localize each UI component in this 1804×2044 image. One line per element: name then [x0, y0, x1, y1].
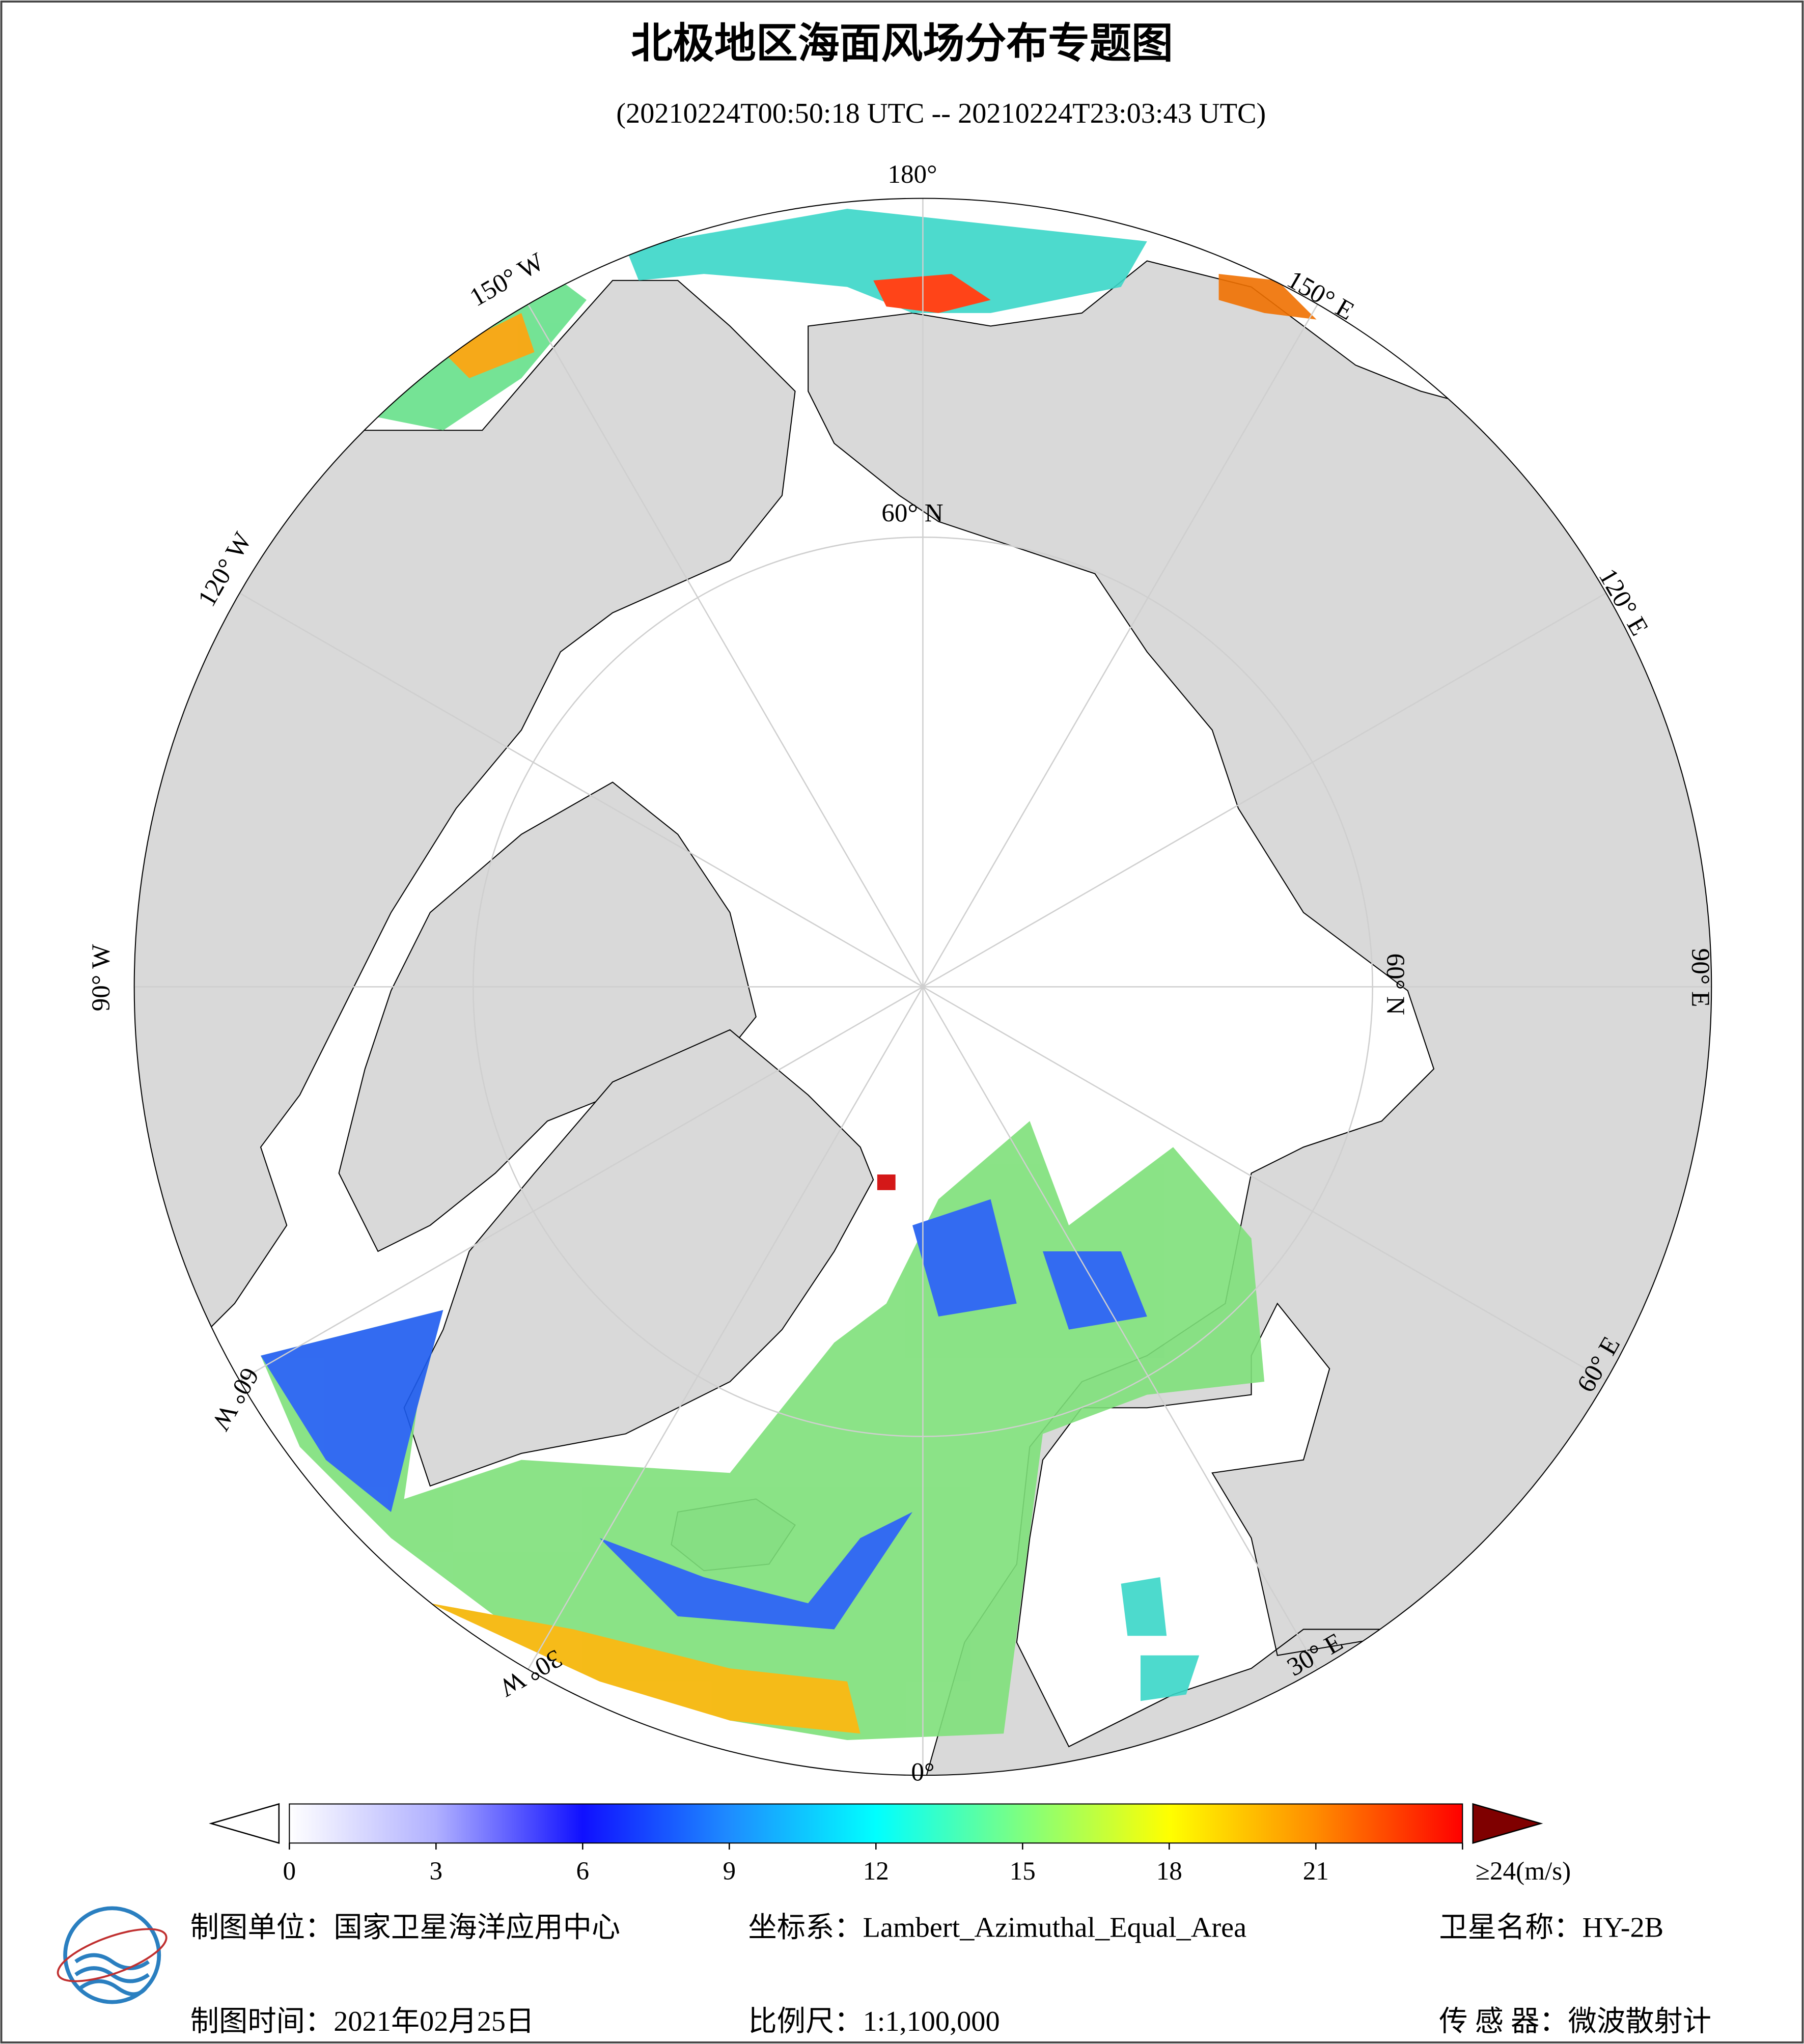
- graticule-label: 90° E: [1686, 948, 1715, 1007]
- wind-patch: [912, 1199, 1147, 1330]
- wind-patch: [260, 1310, 443, 1513]
- map: [134, 198, 1712, 1776]
- subtitle: (20210224T00:50:18 UTC -- 20210224T23:03…: [616, 98, 1266, 129]
- colorbar-tick-label: 0: [283, 1857, 296, 1886]
- graticule-label: 180°: [887, 160, 937, 189]
- colorbar-over: [1472, 1803, 1543, 1844]
- map-border: [133, 198, 1712, 1776]
- footer-item: 传 感 器：微波散射计: [1439, 2006, 1711, 2037]
- logo: [57, 1906, 168, 2004]
- land-arctic-islands: [338, 781, 757, 1252]
- graticule-label: 90° W: [87, 944, 116, 1012]
- land-greenland: [403, 1029, 874, 1487]
- colorbar-tick-label: 3: [430, 1857, 443, 1886]
- colorbar-tick-label: ≥24(m/s): [1476, 1857, 1571, 1886]
- colorbar-under: [209, 1803, 280, 1844]
- colorbar-tick-label: 12: [863, 1857, 889, 1886]
- wind-patch: [873, 274, 991, 313]
- graticule-meridians: [134, 198, 1712, 1776]
- land-north-america: [134, 279, 796, 1383]
- graticule-label: 60° N: [1381, 954, 1410, 1015]
- footer-item: 卫星名称：HY-2B: [1439, 1912, 1663, 1944]
- colorbar-tick-label: 15: [1010, 1857, 1036, 1886]
- colorbar-tick-label: 9: [723, 1857, 736, 1886]
- colorbar-tick-label: 18: [1156, 1857, 1182, 1886]
- wind-patch: [430, 1603, 861, 1734]
- colorbar-bar: [289, 1803, 1463, 1844]
- colorbar-tick-label: 21: [1303, 1857, 1329, 1886]
- colorbar: 0 3 6 9 12 15 18 21 ≥24(m/s): [209, 1803, 1571, 1886]
- title: 北极地区海面风场分布专题图: [631, 20, 1173, 67]
- footer-item: 坐标系：Lambert_Azimuthal_Equal_Area: [748, 1912, 1246, 1944]
- footer: 制图单位：国家卫星海洋应用中心 坐标系：Lambert_Azimuthal_Eq…: [190, 1912, 1711, 2037]
- footer-item: 比例尺：1:1,100,000: [748, 2006, 1000, 2037]
- footer-item: 制图时间：2021年02月25日: [190, 2006, 535, 2037]
- wind-patch: [260, 1121, 1265, 1741]
- wind-field: [260, 209, 1317, 1741]
- wind-patch: [877, 1174, 896, 1190]
- graticule-label: 60° N: [881, 498, 943, 527]
- colorbar-tick-label: 6: [576, 1857, 590, 1886]
- footer-item: 制图单位：国家卫星海洋应用中心: [190, 1912, 620, 1944]
- wind-patch: [443, 313, 535, 378]
- graticule-label: 0°: [911, 1757, 934, 1786]
- wind-patch: [1218, 274, 1317, 320]
- wind-patch: [599, 1512, 912, 1630]
- wind-patch: [625, 209, 1147, 313]
- graticule: [134, 198, 1712, 1776]
